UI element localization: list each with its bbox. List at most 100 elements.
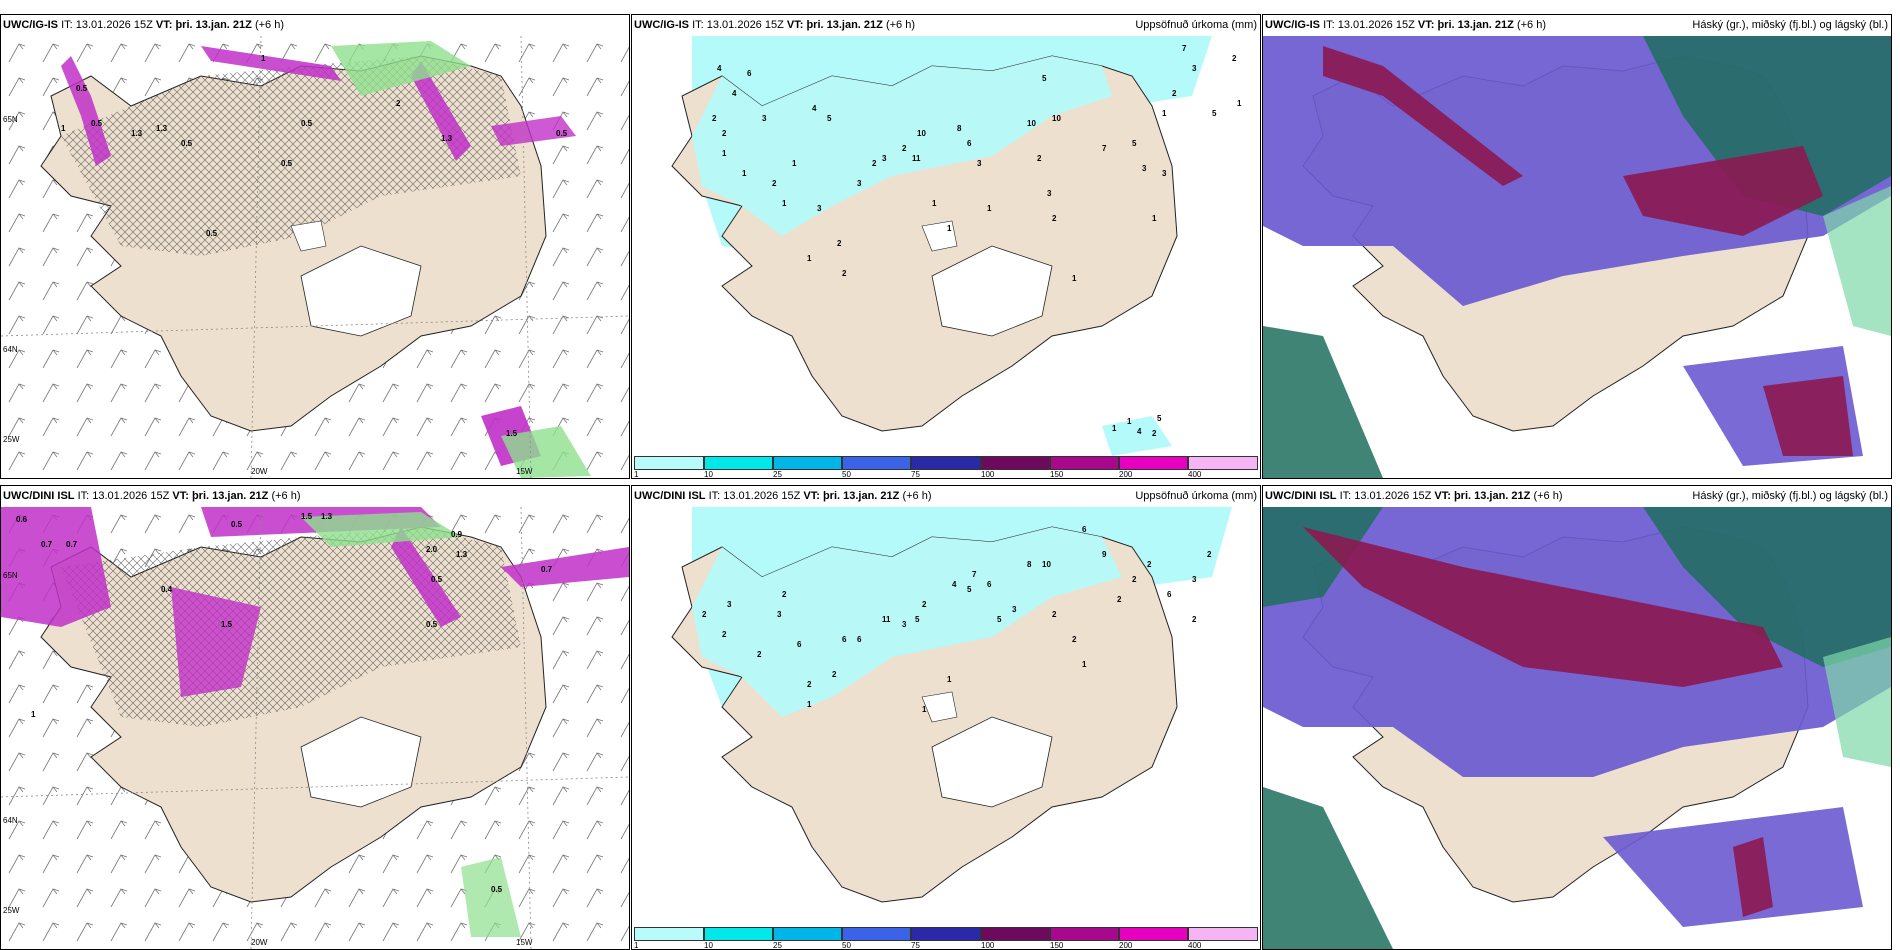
colorbar-segment	[634, 456, 704, 470]
colorbar-tick: 25	[773, 470, 782, 479]
precip-label: 1	[807, 700, 812, 709]
precip-label: 2	[902, 144, 907, 153]
precip-colorbar: 1 10 25 50 75 100 150 200 400	[634, 927, 1258, 949]
precip-label: 6	[857, 635, 862, 644]
colorbar-tick: 150	[1050, 941, 1064, 950]
precip-label: 2	[722, 630, 727, 639]
precip-label: 1	[987, 204, 992, 213]
precip-label: 6	[987, 580, 992, 589]
precip-label: 5	[1042, 74, 1047, 83]
precip-label: 6	[842, 635, 847, 644]
lon-label-25: 25W	[3, 906, 20, 915]
map-region	[1643, 507, 1891, 667]
panel-header: UWC/IG-IS IT: 13.01.2026 15Z VT: þri. 13…	[632, 15, 1260, 36]
map-region	[931, 245, 1053, 337]
map-region	[171, 587, 261, 697]
precip-label: 10	[917, 129, 926, 138]
wind-label: 0.7	[66, 540, 78, 549]
colorbar-segment	[634, 927, 704, 941]
colorbar-tick: 1	[634, 941, 639, 950]
map-region	[692, 527, 1122, 717]
precip-label: 3	[977, 159, 982, 168]
panel-cloud-top: UWC/IG-IS IT: 13.01.2026 15Z VT: þri. 13…	[1262, 14, 1892, 479]
precip-label: 3	[727, 600, 732, 609]
map-region	[921, 691, 958, 723]
precip-label: 2	[1117, 595, 1122, 604]
colorbar-tick: 1	[634, 470, 639, 479]
wind-label: 1.3	[441, 134, 453, 143]
precip-label: 8	[1027, 560, 1032, 569]
precip-label: 3	[777, 610, 782, 619]
wind-label: 1.5	[221, 620, 233, 629]
wind-label: 0.6	[16, 515, 28, 524]
cloud-map	[1263, 507, 1891, 949]
precip-label: 1	[1152, 214, 1157, 223]
precip-label: 1	[1082, 660, 1087, 669]
colorbar-tick: 400	[1188, 470, 1202, 479]
precip-label: 3	[857, 179, 862, 188]
precip-label: 1	[1112, 424, 1117, 433]
map-region	[491, 116, 576, 146]
precip-label: 1	[742, 169, 747, 178]
lon-label-25: 25W	[3, 435, 20, 444]
map-region	[520, 507, 532, 949]
precip-label: 4	[812, 104, 817, 113]
precip-label: 7	[972, 570, 977, 579]
map-region	[1263, 507, 1383, 607]
colorbar-tick: 25	[773, 941, 782, 950]
panel-title: Uppsöfnuð úrkoma (mm)	[1135, 19, 1257, 31]
wind-label: 0.5	[556, 129, 568, 138]
map-region	[1643, 36, 1891, 216]
precip-label: 2	[1172, 89, 1177, 98]
precip-label: 5	[1212, 109, 1217, 118]
precip-label: 3	[1192, 575, 1197, 584]
colorbar-tick: 75	[911, 470, 920, 479]
wind-label: 0.7	[41, 540, 53, 549]
colorbar-tick: 10	[704, 941, 713, 950]
precip-label: 7	[1182, 44, 1187, 53]
precip-map: 2 3 2 3 6 6 2 2 2 2 6 11 3 5 2 4 5 7 6 3…	[632, 507, 1260, 949]
precip-label: 10	[1042, 560, 1051, 569]
map-region	[1323, 46, 1523, 186]
precip-label: 1	[1127, 417, 1132, 426]
model-name: UWC/IG-IS	[3, 19, 58, 31]
panel-header: UWC/DINI ISL IT: 13.01.2026 15Z VT: þri.…	[1263, 486, 1891, 507]
precip-label: 2	[722, 129, 727, 138]
wind-label: 0.7	[541, 565, 553, 574]
precip-label: 2	[1207, 550, 1212, 559]
precip-label: 1	[922, 705, 927, 714]
lon-label-20: 20W	[251, 938, 268, 947]
map-region	[931, 716, 1053, 808]
colorbar-segment	[773, 927, 842, 941]
precip-label: 3	[1142, 164, 1147, 173]
colorbar-tick: 400	[1188, 941, 1202, 950]
wind-label: 0.4	[161, 585, 173, 594]
colorbar-tick: 100	[981, 470, 995, 479]
panel-header: UWC/DINI ISL IT: 13.01.2026 15Z VT: þri.…	[1, 486, 629, 507]
wind-label: 1.3	[156, 124, 168, 133]
wind-label: 1	[31, 710, 36, 719]
precip-label: 2	[807, 680, 812, 689]
map-region	[61, 527, 521, 727]
precip-label: 9	[1102, 550, 1107, 559]
map-region	[290, 220, 327, 252]
precip-label: 2	[832, 670, 837, 679]
precip-label: 4	[732, 89, 737, 98]
lat-label-65: 65N	[3, 571, 18, 580]
precip-label: 3	[817, 204, 822, 213]
lat-label-64: 64N	[3, 345, 18, 354]
precip-label: 1	[947, 675, 952, 684]
map-region	[1303, 527, 1783, 687]
wind-label: 0.5	[76, 84, 88, 93]
colorbar-segment	[911, 927, 981, 941]
colorbar-segment	[773, 456, 842, 470]
map-region	[1623, 146, 1823, 236]
colorbar-tick: 200	[1119, 470, 1133, 479]
panel-header: UWC/DINI ISL IT: 13.01.2026 15Z VT: þri.…	[632, 486, 1260, 507]
map-region	[1763, 376, 1853, 456]
precip-label: 5	[1157, 414, 1162, 423]
panel-precip-top: UWC/IG-IS IT: 13.01.2026 15Z VT: þri. 13…	[631, 14, 1261, 479]
wind-label: 0.5	[181, 139, 193, 148]
precip-label: 2	[712, 114, 717, 123]
precip-label: 5	[1132, 139, 1137, 148]
